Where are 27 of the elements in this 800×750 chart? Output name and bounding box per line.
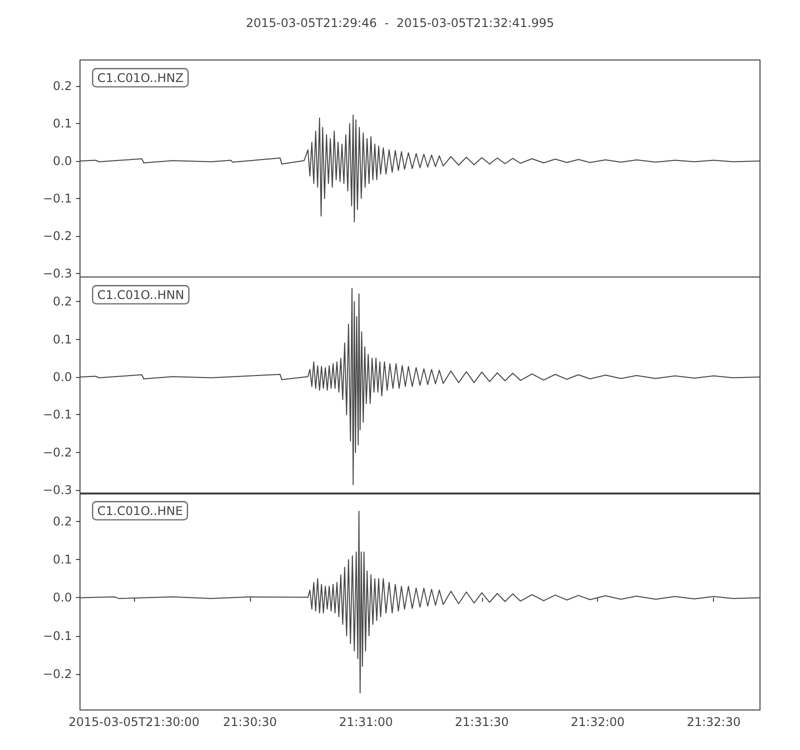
y-tick-label: 0.1 (52, 552, 72, 567)
chart-title: 2015-03-05T21:29:46 - 2015-03-05T21:32:41.995 (246, 16, 554, 30)
y-tick-label: 0.1 (52, 332, 72, 346)
y-tick-label: −0.2 (42, 445, 72, 460)
annotation: C1.C01O..HNE (97, 504, 183, 519)
annotation: C1.C01O..HNN (97, 288, 184, 302)
y-tick-label: −0.3 (42, 482, 72, 497)
y-tick-label: 0.0 (52, 370, 72, 384)
y-tick-label: 0.0 (52, 591, 72, 606)
y-tick-label: 0.2 (52, 514, 72, 529)
y-tick-label: 0.2 (52, 294, 72, 308)
x-tick-label: 2015-03-05T21:30:00 (68, 715, 200, 730)
y-tick-label: −0.1 (42, 191, 72, 206)
y-tick-label: −0.1 (42, 407, 72, 422)
x-tick-label: 21:31:30 (454, 715, 509, 730)
x-tick-label: 21:32:30 (686, 715, 741, 730)
y-tick-label: 0.2 (52, 79, 72, 94)
y-tick-label: −0.2 (42, 667, 72, 682)
y-tick-label: −0.1 (42, 629, 72, 644)
x-tick-label: 21:32:00 (570, 715, 625, 730)
y-tick-label: 0.0 (52, 154, 72, 168)
annotation: C1.C01O..HNZ (97, 71, 184, 86)
y-tick-label: −0.3 (42, 266, 72, 280)
y-tick-label: −0.2 (42, 228, 72, 243)
x-tick-label: 21:31:00 (338, 715, 393, 730)
x-tick-label: 21:30:30 (223, 715, 277, 730)
y-tick-label: 0.1 (52, 116, 72, 131)
